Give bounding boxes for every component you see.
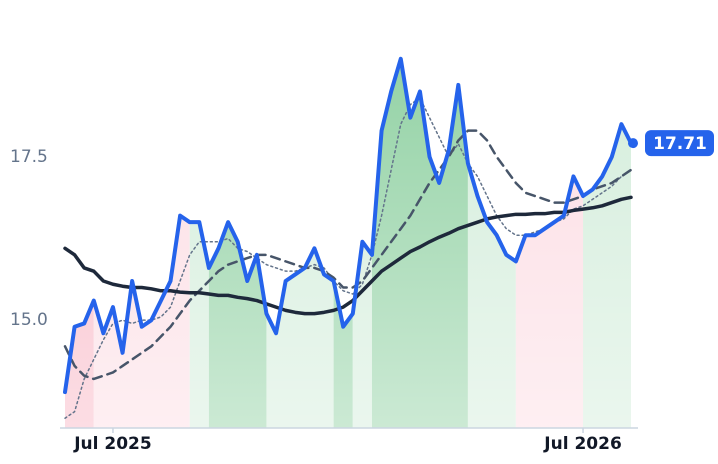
price-badge: [645, 130, 714, 157]
lines: [63, 56, 633, 419]
x-tick-label: Jul 2025: [73, 434, 152, 454]
moving-average: [63, 129, 633, 381]
moving-average: [64, 97, 632, 419]
price-badge-label: 17.71: [653, 134, 707, 154]
price-line: [63, 56, 633, 395]
x-tick-label: Jul 2026: [543, 434, 622, 454]
y-tick-label: 17.5: [10, 147, 48, 167]
moving-average: [63, 195, 633, 316]
y-tick-label: 15.0: [10, 310, 48, 330]
last-point: [628, 138, 638, 149]
